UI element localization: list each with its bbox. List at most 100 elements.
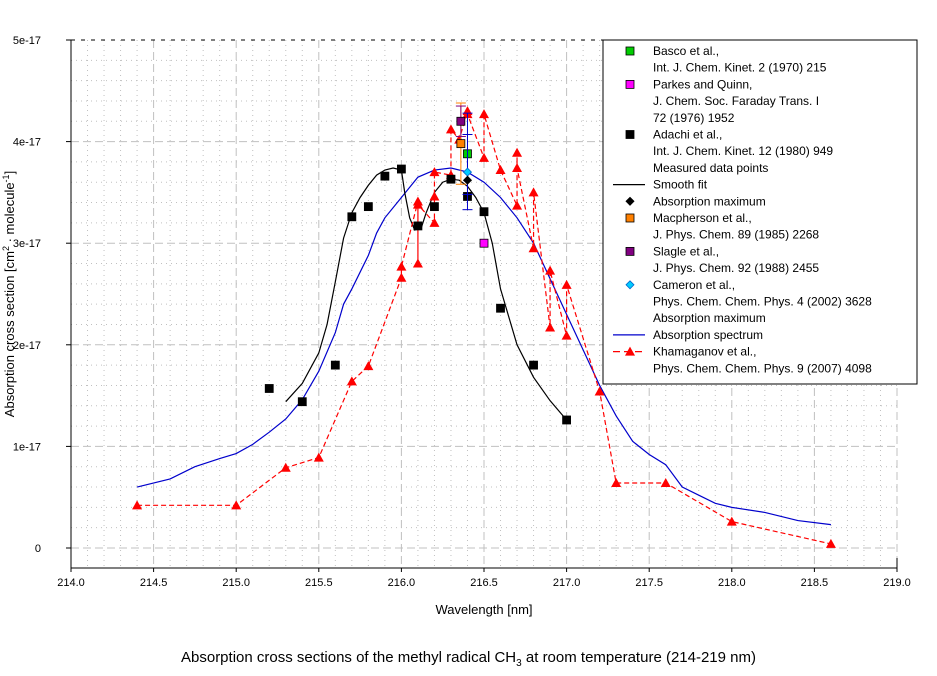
data-point: [429, 217, 440, 227]
legend-label: Khamaganov et al.,: [653, 345, 756, 359]
data-point: [611, 477, 622, 487]
legend-marker: [625, 213, 635, 223]
data-point: [363, 361, 374, 371]
legend-label: J. Chem. Soc. Faraday Trans. I: [653, 94, 819, 108]
legend-label: Parkes and Quinn,: [653, 77, 752, 91]
y-axis-label: Absorption cross section [cm2 · molecule…: [1, 171, 17, 417]
legend-entry: Absorption spectrum: [613, 328, 763, 342]
legend-label: Absorption spectrum: [653, 328, 763, 342]
legend-entry: Basco et al., Int. J. Chem. Kinet. 2 (197…: [625, 44, 827, 75]
legend-label: Cameron et al.,: [653, 278, 735, 292]
data-point: [456, 139, 466, 149]
x-tick-label: 218.0: [718, 577, 746, 589]
legend-entry: Parkes and Quinn, J. Chem. Soc. Faraday T…: [625, 77, 819, 125]
y-tick-label: 0: [35, 543, 41, 555]
data-point: [430, 202, 439, 212]
title-before: Absorption cross sections of the methyl …: [181, 649, 517, 666]
data-point: [396, 272, 407, 282]
legend-marker: [625, 280, 635, 290]
data-point: [330, 360, 340, 370]
data-point: [825, 538, 836, 548]
x-tick-label: 219.0: [883, 577, 911, 589]
legend-label: Int. J. Chem. Kinet. 12 (1980) 949: [653, 144, 833, 158]
data-point: [429, 167, 440, 177]
y-axis-label-c: ]: [2, 171, 17, 175]
legend-entry: Cameron et al., Phys. Chem. Chem. Phys. 4…: [625, 278, 872, 325]
y-tick-label: 4e-17: [13, 137, 41, 149]
data-point: [561, 279, 572, 289]
legend: Basco et al., Int. J. Chem. Kinet. 2 (197…: [602, 39, 918, 385]
data-point: [412, 199, 423, 209]
x-tick-label: 214.0: [57, 577, 85, 589]
data-point: [545, 322, 556, 332]
data-point: [280, 462, 291, 472]
data-point: [429, 191, 440, 201]
legend-marker: [625, 130, 635, 139]
data-point: [562, 415, 571, 425]
legend-entry: Adachi et al., Int. J. Chem. Kinet. 12 (1…: [625, 128, 833, 175]
data-point: [495, 165, 506, 175]
y-tick-label: 3e-17: [13, 238, 41, 250]
data-point: [545, 265, 556, 275]
series-6: [455, 105, 466, 138]
data-point: [380, 171, 390, 181]
legend-marker: [625, 46, 635, 56]
legend-label: Absorption maximum: [653, 194, 766, 208]
legend-entry: Smooth fit: [613, 178, 708, 192]
y-axis-label-sup2: -1: [1, 174, 11, 182]
x-tick-label: 216.5: [470, 577, 498, 589]
data-point: [456, 116, 466, 126]
legend-label: Measured data points: [653, 161, 768, 175]
data-point: [479, 238, 489, 248]
data-point: [313, 452, 324, 462]
x-tick-label: 214.5: [140, 577, 168, 589]
series-line: [136, 167, 831, 526]
data-point: [413, 221, 423, 231]
data-point: [496, 303, 505, 313]
legend-label: Smooth fit: [653, 178, 708, 192]
legend-label: Absorption maximum: [653, 311, 766, 325]
legend-entry: Absorption maximum: [625, 194, 766, 208]
x-tick-label: 218.5: [801, 577, 829, 589]
legend-marker: [625, 246, 635, 256]
y-axis-label-a: Absorption cross section [cm: [2, 251, 17, 417]
y-tick-label: 2e-17: [13, 340, 41, 352]
data-point: [561, 330, 572, 340]
title-after: at room temperature (214-219 nm): [521, 649, 756, 666]
data-point: [347, 212, 357, 222]
chart-title: Absorption cross sections of the methyl …: [0, 648, 937, 674]
data-point: [346, 376, 357, 386]
legend-entry: Slagle et al., J. Phys. Chem. 92 (1988) 2…: [625, 244, 819, 275]
series-4: [462, 175, 473, 185]
data-point: [231, 500, 242, 510]
data-point: [660, 477, 671, 487]
data-point: [446, 174, 456, 184]
legend-label: J. Phys. Chem. 89 (1985) 2268: [653, 228, 819, 242]
legend-label: J. Phys. Chem. 92 (1988) 2455: [653, 261, 819, 275]
y-axis-label-sup1: 2: [1, 246, 11, 251]
legend-label: Macpherson et al.,: [653, 211, 752, 225]
x-tick-label: 217.5: [635, 577, 663, 589]
data-point: [445, 124, 456, 134]
data-point: [479, 207, 489, 217]
data-point: [132, 500, 143, 510]
data-point: [396, 164, 406, 174]
legend-label: Phys. Chem. Chem. Phys. 4 (2002) 3628: [653, 295, 872, 309]
data-point: [512, 200, 523, 210]
data-point: [479, 109, 489, 119]
legend-label: Adachi et al.,: [653, 128, 722, 142]
x-tick-label: 216.0: [388, 577, 416, 589]
data-point: [412, 258, 423, 268]
series-layer: [132, 102, 836, 548]
data-point: [528, 243, 539, 253]
data-point: [462, 167, 473, 177]
data-point: [512, 163, 523, 173]
data-point: [462, 175, 473, 185]
series-9: [132, 106, 836, 548]
data-point: [726, 516, 737, 526]
legend-label: 72 (1976) 1952: [653, 111, 735, 125]
data-point: [479, 152, 489, 162]
axes: 214.0 214.5 215.0 215.5 216.0 216.5 217.0 217.5…: [13, 35, 911, 589]
legend-marker: [625, 80, 635, 89]
